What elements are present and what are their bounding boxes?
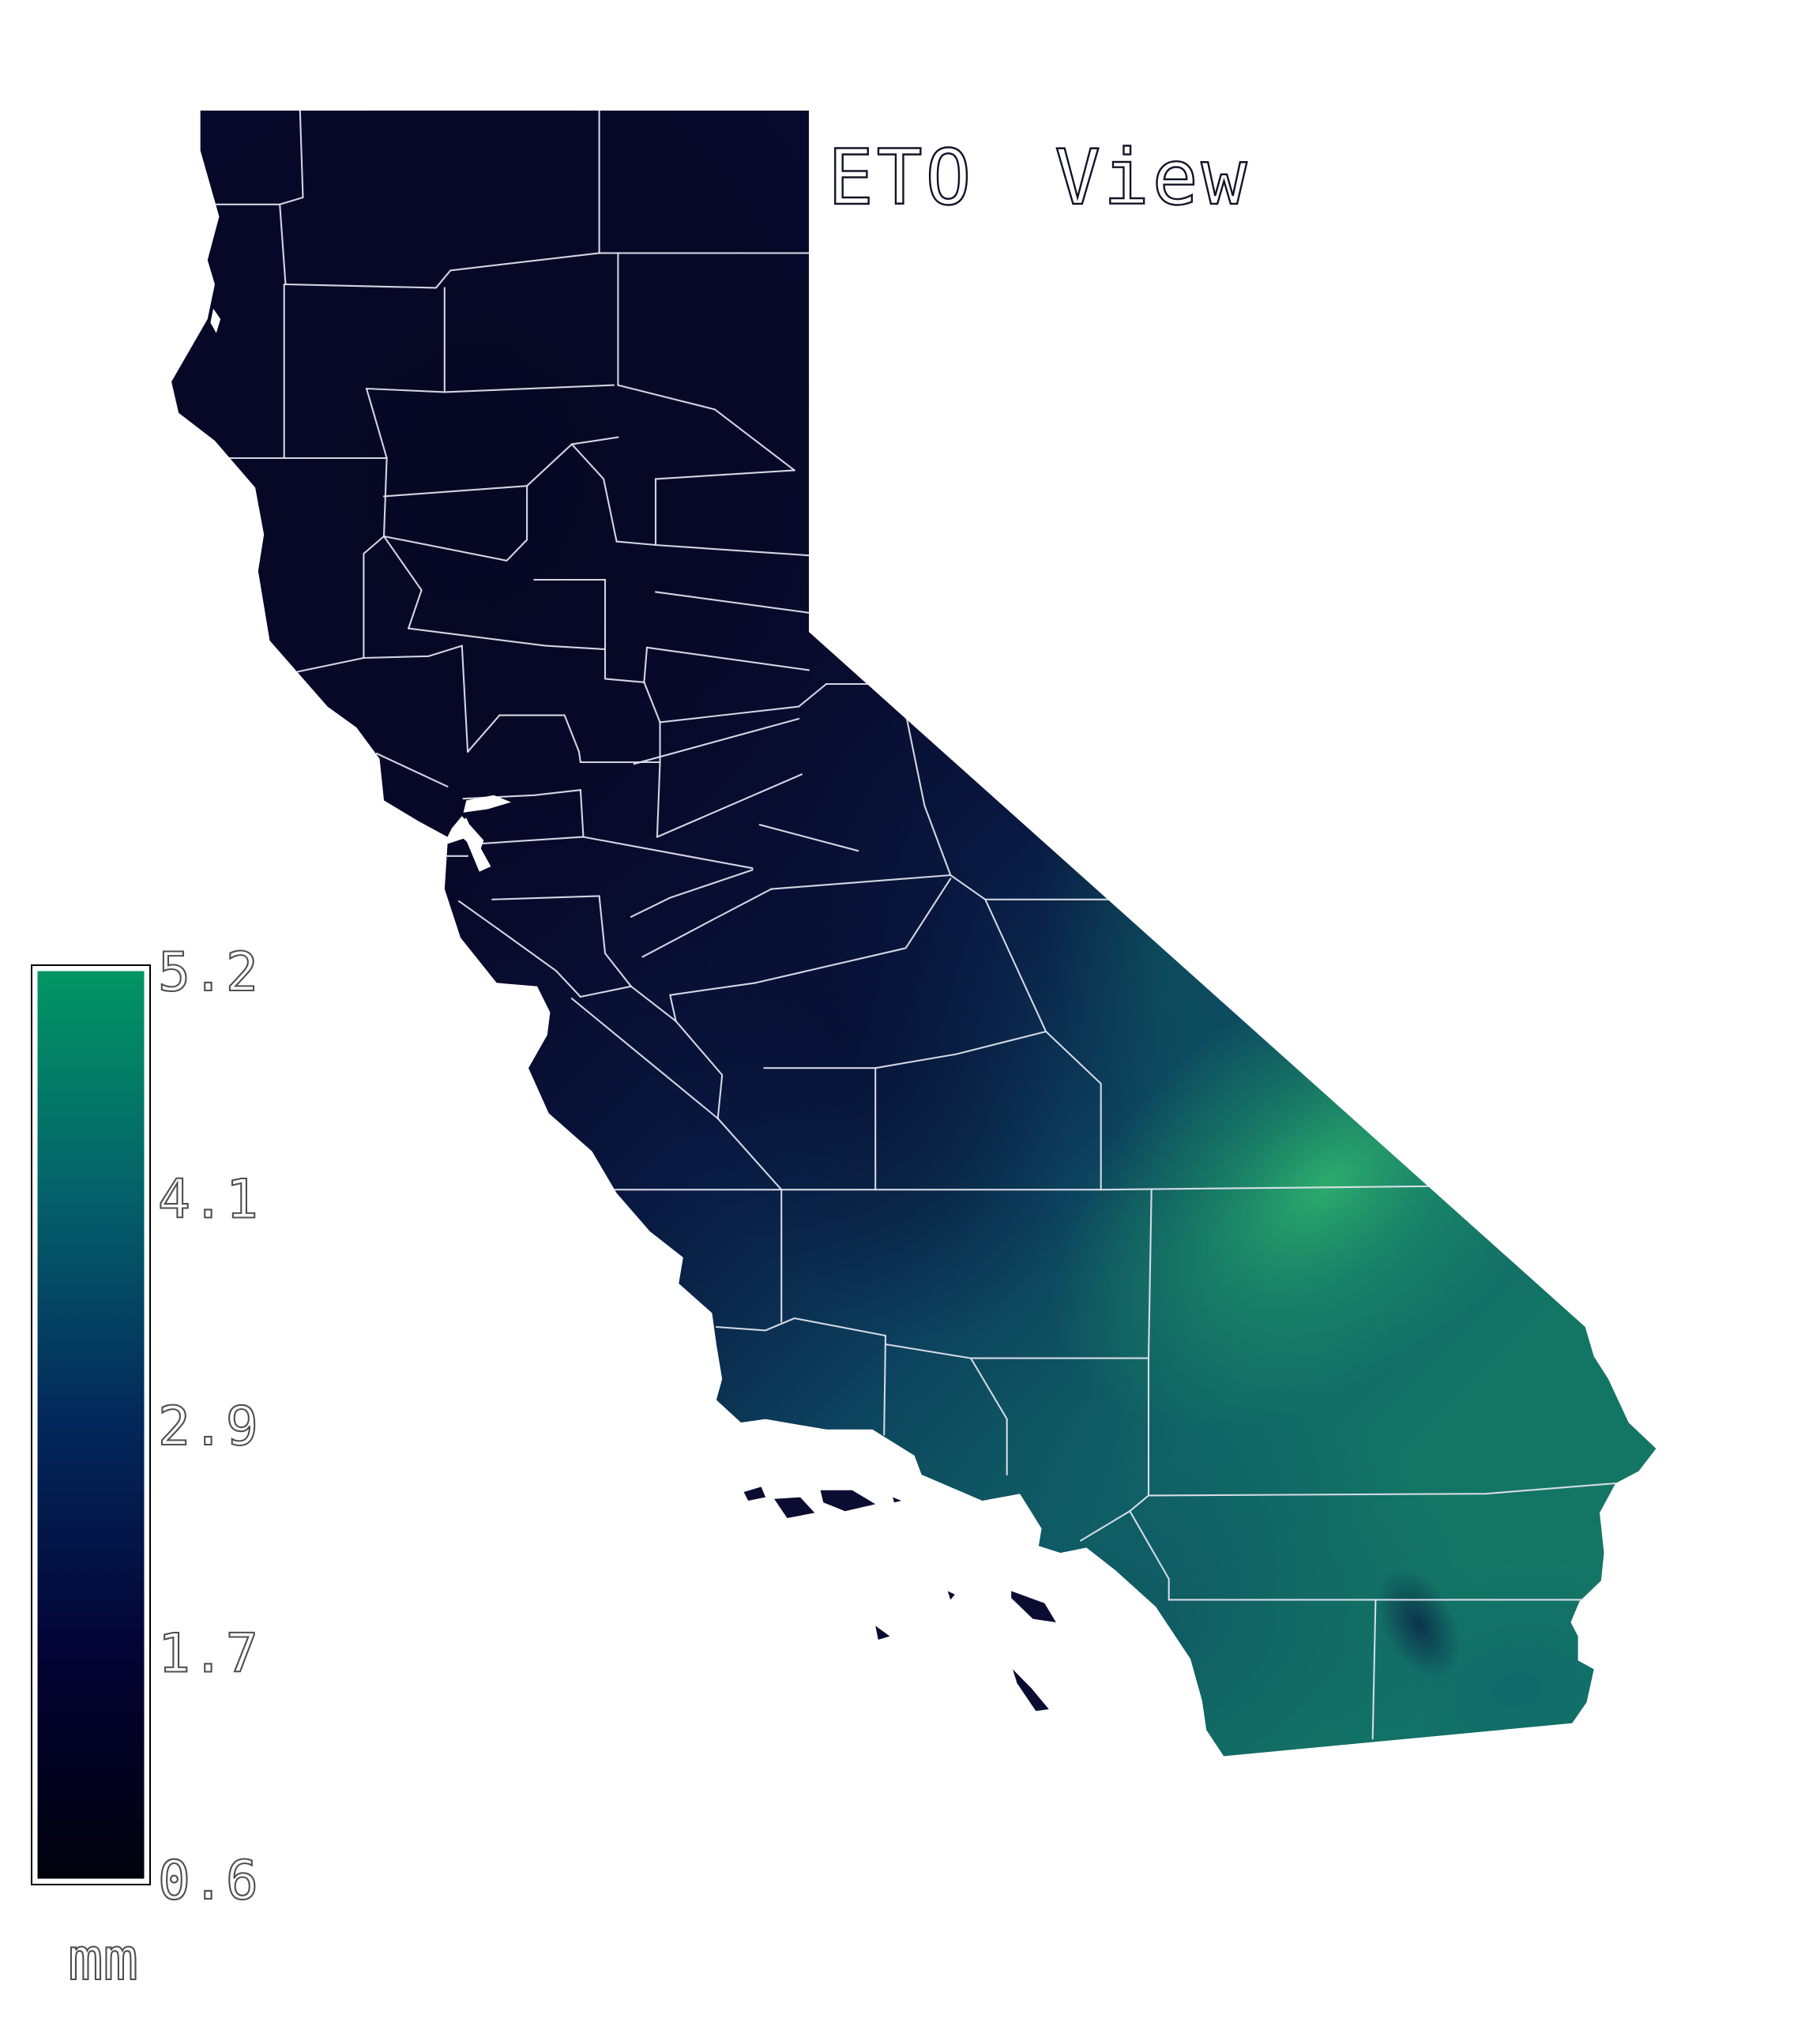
island: [893, 1497, 902, 1503]
colorbar-gradient: [35, 968, 147, 1881]
colorbar-tick-label: 4.1: [158, 1169, 260, 1231]
county-boundary: [1129, 1510, 1170, 1601]
county-boundary: [382, 436, 619, 498]
colorbar-tick-label: 0.6: [158, 1850, 260, 1912]
county-boundary: [770, 874, 952, 890]
county-boundary: [656, 761, 661, 838]
county-boundary: [296, 656, 365, 673]
colorbar-tick-label: 1.7: [158, 1623, 260, 1686]
colorbar-unit-label: mm: [68, 1926, 138, 1994]
colorbar-tick-label: 2.9: [158, 1396, 260, 1458]
county-boundary: [641, 888, 773, 958]
county-boundary: [279, 111, 304, 286]
county-boundary: [604, 578, 645, 683]
water-bodies: [210, 308, 511, 872]
county-boundary: [904, 712, 987, 900]
county-boundary: [375, 752, 449, 787]
county-boundary: [615, 540, 657, 547]
county-boundary: [382, 485, 528, 562]
county-boundary: [763, 1030, 1047, 1069]
county-boundary: [758, 824, 859, 852]
county-boundary: [754, 878, 952, 984]
county-boundary: [654, 543, 810, 557]
county-boundary: [969, 1357, 1008, 1476]
county-boundary: [659, 682, 828, 723]
county-boundary: [497, 928, 581, 998]
county-boundary: [630, 869, 754, 918]
county-boundary: [598, 895, 677, 1022]
county-boundary: [467, 714, 501, 753]
county-boundary: [363, 457, 388, 660]
island: [1011, 1591, 1056, 1622]
county-boundary-lines: [209, 111, 1617, 1740]
county-boundary: [284, 252, 600, 289]
colorbar-border: [31, 964, 151, 1885]
county-boundary: [498, 714, 581, 764]
colorbar-tick-labels: 5.2 4.1 2.9 1.7 0.6: [157, 941, 260, 1913]
county-boundary: [645, 646, 810, 671]
colorbar-tick-label: 5.2: [158, 941, 260, 1004]
county-boundary: [363, 645, 463, 660]
island: [820, 1490, 876, 1512]
water-body: [459, 817, 491, 872]
county-boundary: [715, 1317, 887, 1337]
county-boundary: [382, 535, 423, 630]
water-body: [210, 308, 221, 333]
water-body: [463, 795, 511, 813]
county-boundary: [365, 384, 615, 393]
county-boundary: [617, 384, 795, 472]
county-boundary: [582, 836, 754, 870]
island: [1013, 1669, 1049, 1712]
county-boundary: [654, 591, 810, 614]
salton-sea-dark: [1376, 1569, 1461, 1679]
colorbar-legend: 5.2 4.1 2.9 1.7 0.6 mm: [31, 941, 260, 1994]
county-boundary: [570, 998, 719, 1120]
county-boundary: [1371, 1599, 1377, 1740]
county-boundary: [579, 789, 585, 838]
county-boundary: [654, 469, 795, 480]
county-boundary: [669, 982, 757, 1022]
county-boundary: [883, 1334, 887, 1436]
county-boundary: [1147, 1482, 1617, 1497]
county-boundary: [1147, 1189, 1153, 1359]
county-boundary: [984, 898, 1047, 1033]
island: [875, 1625, 890, 1640]
county-boundary: [461, 645, 469, 753]
page-title: ETO View: [828, 133, 1250, 222]
county-boundary: [633, 717, 800, 765]
county-boundary: [716, 1117, 783, 1191]
county-boundary: [656, 773, 803, 838]
county-boundary: [458, 900, 499, 930]
county-boundary: [476, 836, 585, 845]
county-boundary: [1045, 1030, 1102, 1191]
county-boundary: [491, 895, 600, 900]
island: [743, 1486, 766, 1501]
county-boundary: [408, 627, 607, 651]
county-boundary: [643, 646, 661, 764]
county-boundary: [1100, 1185, 1439, 1191]
island: [947, 1591, 955, 1600]
channel-islands: [743, 1486, 1056, 1712]
county-boundary: [579, 985, 632, 998]
county-boundary: [365, 387, 388, 460]
county-boundary: [570, 443, 618, 543]
county-boundary: [675, 1020, 724, 1120]
island: [774, 1497, 815, 1518]
